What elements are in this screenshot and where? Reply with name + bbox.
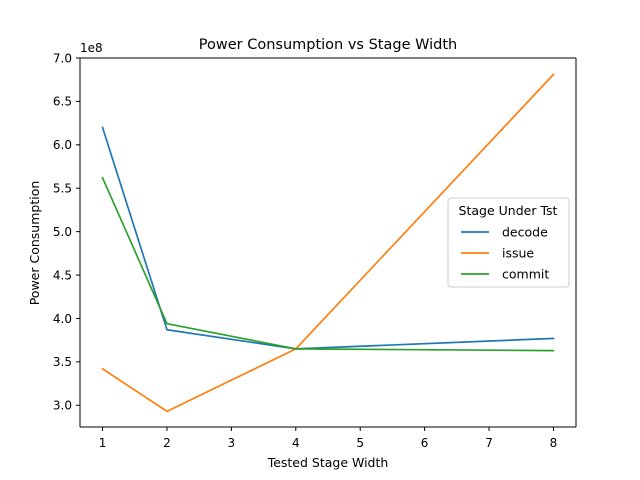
x-tick-label-6: 6 (421, 436, 429, 450)
y-tick-label-2: 3.5 (53, 355, 72, 369)
y-axis-multiplier: 1e8 (80, 41, 103, 55)
x-tick-label-5: 5 (356, 436, 364, 450)
y-tick-label-5: 5.0 (53, 225, 72, 239)
y-tick-label-4: 4.5 (53, 268, 72, 282)
x-tick-label-3: 3 (228, 436, 236, 450)
legend: Stage Under Tst decode issue commit (447, 197, 570, 288)
y-tick-label-9: 7.0 (53, 51, 72, 65)
legend-label-issue: issue (502, 246, 534, 261)
x-tick-label-2: 2 (163, 436, 171, 450)
legend-title: Stage Under Tst (459, 203, 558, 218)
x-tick-label-4: 4 (292, 436, 300, 450)
series-layer (101, 73, 555, 413)
series-line-commit (101, 176, 555, 352)
y-tick-label-3: 4.0 (53, 312, 72, 326)
chart-title: Power Consumption vs Stage Width (199, 37, 457, 53)
series-line-decode (101, 126, 555, 350)
y-tick-label-1: 3.0 (53, 399, 72, 413)
y-tick-label-8: 6.5 (53, 95, 72, 109)
series-line-issue (101, 73, 555, 413)
x-tick-label-8: 8 (550, 436, 558, 450)
legend-label-commit: commit (502, 267, 549, 282)
axes: 1 2 3 4 5 6 7 8 3.0 3.5 4.0 4.5 5.0 5.5 6.0 6.5 7.0 (53, 51, 577, 450)
y-tick-label-6: 5.5 (53, 182, 72, 196)
x-tick-label-7: 7 (485, 436, 493, 450)
y-tick-label-7: 6.0 (53, 138, 72, 152)
x-axis-label: Tested Stage Width (267, 455, 389, 470)
y-axis-label: Power Consumption (27, 181, 42, 306)
x-tick-label-1: 1 (99, 436, 107, 450)
legend-box (447, 197, 570, 288)
legend-label-decode: decode (502, 225, 548, 240)
